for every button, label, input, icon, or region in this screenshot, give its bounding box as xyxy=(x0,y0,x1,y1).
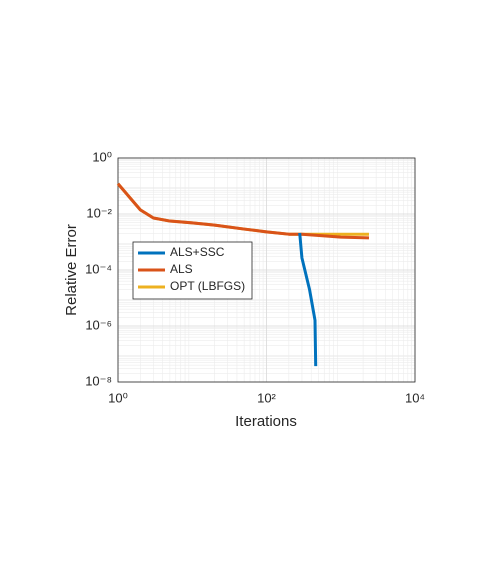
y-axis-label: Relative Error xyxy=(63,224,80,316)
y-tick-label: 10⁻⁴ xyxy=(85,261,112,276)
y-tick-label: 10⁻² xyxy=(86,205,112,220)
x-tick-label: 10⁴ xyxy=(405,390,425,405)
legend-label: ALS xyxy=(170,262,193,276)
y-tick-label: 10⁰ xyxy=(92,149,112,164)
legend-label: OPT (LBFGS) xyxy=(170,279,245,293)
series-line xyxy=(116,182,369,236)
series-line xyxy=(298,232,318,367)
series-line xyxy=(116,182,370,240)
x-tick-label: 10⁰ xyxy=(108,390,128,405)
legend-label: ALS+SSC xyxy=(170,245,225,259)
y-tick-label: 10⁻⁸ xyxy=(85,373,112,388)
x-tick-label: 10² xyxy=(257,390,276,405)
x-axis-label: Iterations xyxy=(235,413,297,430)
y-tick-label: 10⁻⁶ xyxy=(85,317,112,332)
plot-frame xyxy=(117,157,416,383)
